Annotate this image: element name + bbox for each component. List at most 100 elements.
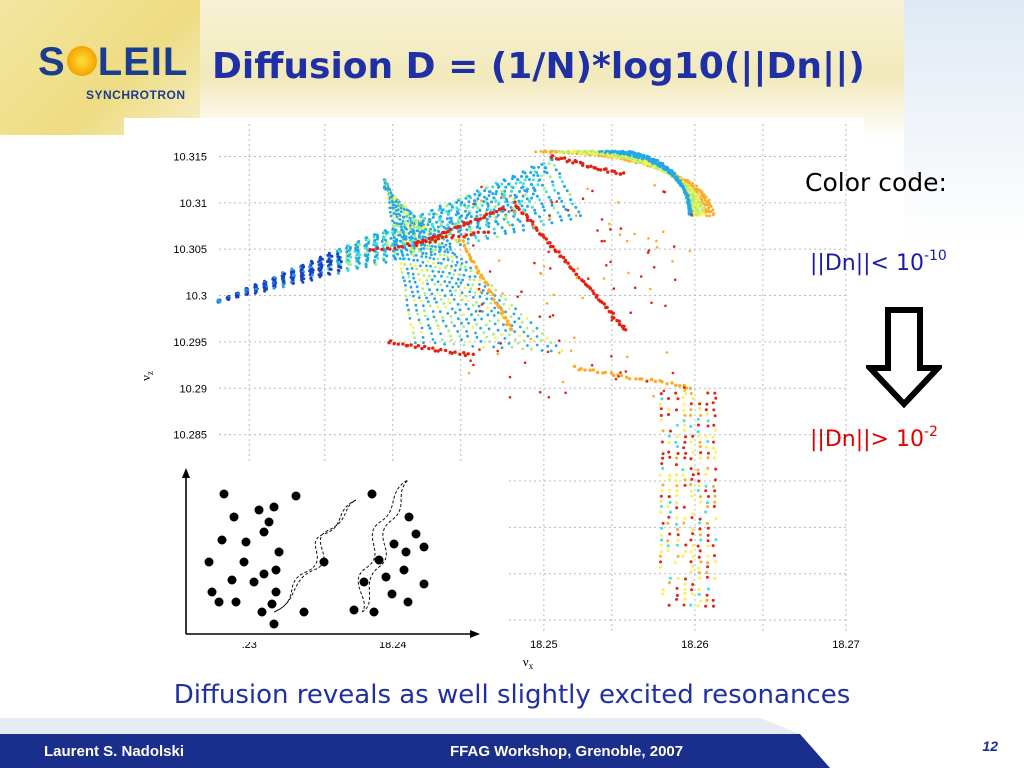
frequency-point <box>337 269 341 273</box>
frequency-point <box>689 483 693 487</box>
frequency-point <box>540 183 544 187</box>
frequency-point <box>426 247 429 251</box>
frequency-point <box>683 428 687 432</box>
frequency-point <box>462 223 466 227</box>
frequency-point <box>443 250 447 254</box>
frequency-point <box>488 340 491 344</box>
frequency-point <box>544 166 548 170</box>
frequency-point <box>691 434 695 438</box>
frequency-point <box>691 532 695 536</box>
frequency-point <box>509 328 514 332</box>
frequency-point <box>336 252 340 256</box>
frequency-point <box>365 236 368 240</box>
frequency-point <box>675 586 679 590</box>
frequency-point <box>600 239 604 243</box>
frequency-point <box>489 301 493 305</box>
frequency-point <box>443 294 447 297</box>
frequency-point <box>409 211 413 215</box>
frequency-point <box>668 171 671 174</box>
frequency-point <box>636 158 639 162</box>
frequency-point <box>494 220 498 224</box>
frequency-point <box>413 336 416 340</box>
frequency-point <box>472 231 476 235</box>
frequency-point <box>437 270 441 274</box>
frequency-point <box>707 198 711 202</box>
frequency-point <box>496 349 500 353</box>
frequency-point <box>691 397 695 400</box>
frequency-point <box>664 304 667 308</box>
frequency-point <box>472 278 476 282</box>
frequency-point <box>427 346 431 351</box>
frequency-point <box>681 468 685 472</box>
frequency-point <box>619 373 624 378</box>
frequency-point <box>489 209 493 213</box>
y-tick-label: 10.315 <box>173 151 207 163</box>
frequency-point <box>571 202 574 206</box>
frequency-point <box>438 233 442 238</box>
frequency-point <box>438 242 442 246</box>
frequency-point <box>488 214 492 218</box>
frequency-point <box>393 221 396 225</box>
frequency-point <box>526 204 529 208</box>
frequency-point <box>653 184 657 187</box>
frequency-point <box>466 241 470 245</box>
frequency-point <box>508 333 511 337</box>
frequency-point <box>579 367 583 371</box>
frequency-point <box>376 256 380 260</box>
frequency-point <box>413 215 416 218</box>
frequency-point <box>713 478 717 482</box>
frequency-point <box>448 280 451 284</box>
frequency-point <box>431 241 435 244</box>
frequency-point <box>337 249 341 253</box>
frequency-point <box>560 218 563 222</box>
frequency-point <box>452 298 456 301</box>
frequency-point <box>691 473 695 477</box>
frequency-point <box>662 389 666 393</box>
frequency-point <box>550 154 555 158</box>
frequency-point <box>682 408 686 412</box>
frequency-point <box>474 266 479 270</box>
frequency-point <box>556 191 560 195</box>
frequency-point <box>504 214 508 218</box>
frequency-point <box>483 285 487 288</box>
frequency-point <box>427 324 430 327</box>
frequency-point <box>706 554 710 558</box>
frequency-point <box>683 516 687 520</box>
frequency-point <box>476 206 479 209</box>
frequency-point <box>445 204 449 208</box>
frequency-point <box>703 213 706 217</box>
frequency-point <box>462 235 466 239</box>
frequency-point <box>712 456 716 460</box>
frequency-point <box>482 230 487 234</box>
frequency-point <box>492 332 495 336</box>
frequency-point <box>591 368 595 372</box>
frequency-point <box>407 308 410 312</box>
inset-dot <box>264 517 274 527</box>
logo-letters-leil: LEIL <box>97 40 189 84</box>
frequency-point <box>542 186 546 190</box>
frequency-point <box>468 227 472 231</box>
frequency-point <box>532 339 536 343</box>
frequency-point <box>514 210 517 214</box>
frequency-point <box>691 527 695 531</box>
frequency-point <box>502 193 506 197</box>
frequency-point <box>417 272 420 276</box>
frequency-point <box>428 240 432 244</box>
frequency-point <box>550 203 554 207</box>
frequency-point <box>467 200 471 204</box>
frequency-point <box>706 505 709 509</box>
frequency-point <box>281 285 285 289</box>
frequency-point <box>423 225 427 228</box>
frequency-point <box>235 295 239 298</box>
frequency-point <box>475 322 479 326</box>
frequency-point <box>471 352 475 356</box>
frequency-point <box>643 159 646 163</box>
frequency-point <box>486 313 490 317</box>
frequency-point <box>682 419 686 423</box>
page-number: 12 <box>982 738 998 754</box>
frequency-point <box>503 337 507 340</box>
frequency-point <box>464 294 468 298</box>
frequency-point <box>624 370 628 373</box>
frequency-point <box>448 216 452 220</box>
